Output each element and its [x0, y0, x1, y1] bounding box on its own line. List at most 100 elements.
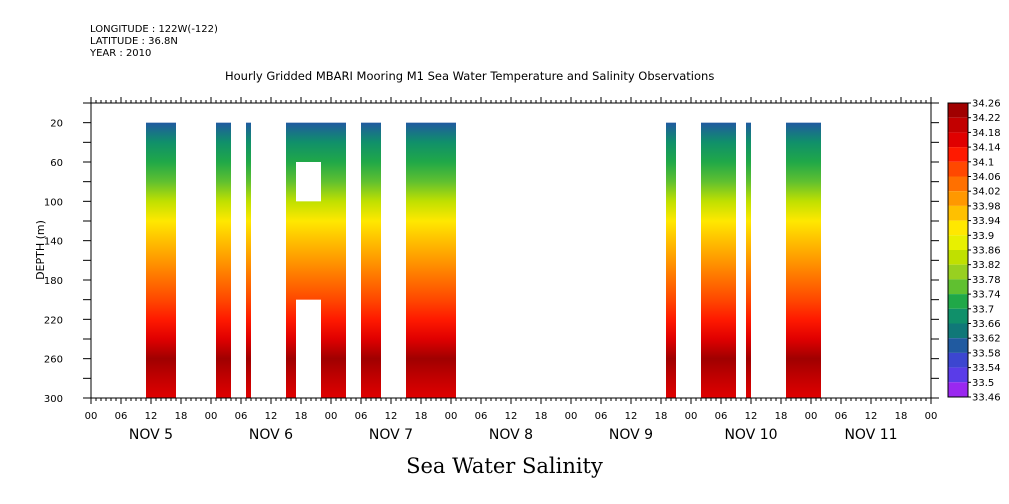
- colorbar-swatch: [948, 338, 968, 353]
- y-tick-label: 100: [44, 197, 63, 208]
- x-hour-label: 06: [235, 411, 248, 422]
- colorbar-swatch: [948, 191, 968, 206]
- x-hour-label: 12: [625, 411, 638, 422]
- colorbar-label: 34.06: [972, 172, 1001, 183]
- x-day-label: NOV 11: [844, 427, 897, 443]
- x-hour-label: 12: [265, 411, 278, 422]
- colorbar-swatch: [948, 308, 968, 324]
- x-hour-label: 12: [145, 411, 158, 422]
- x-ticks: 00 06 12 18 00 06 12 18 00 06 12 18 00 06 12 18 00 06 12 18…: [85, 97, 938, 443]
- x-hour-label: 18: [175, 411, 188, 422]
- x-hour-label: 12: [865, 411, 878, 422]
- colorbar-label: 33.46: [972, 393, 1001, 404]
- colorbar-swatch: [948, 382, 968, 397]
- colorbar-label: 33.66: [972, 319, 1001, 330]
- longitude-label: LONGITUDE : 122W(-122): [90, 24, 218, 35]
- x-day-label: NOV 6: [249, 427, 293, 443]
- colorbar-label: 34.14: [972, 143, 1001, 154]
- colorbar-swatch: [948, 147, 968, 162]
- colorbar-label: 33.98: [972, 201, 1001, 212]
- colorbar: 34.26 34.22 34.18 34.14 34.1 34.06 34.02 33.98 3…: [947, 99, 1001, 404]
- colorbar-label: 33.58: [972, 348, 1001, 359]
- colorbar-label: 33.78: [972, 275, 1001, 286]
- colorbar-swatch: [948, 103, 968, 118]
- y-ticks: 20 60 100 140 180 220 260 300: [44, 102, 939, 405]
- colorbar-swatch: [948, 220, 968, 236]
- x-hour-label: 00: [925, 411, 938, 422]
- colorbar-label: 33.5: [972, 378, 994, 389]
- colorbar-label: 33.62: [972, 334, 1001, 345]
- colorbar-label: 34.22: [972, 113, 1001, 124]
- colorbar-label: 33.54: [972, 363, 1001, 374]
- colorbar-swatch: [948, 235, 968, 250]
- x-hour-label: 18: [775, 411, 788, 422]
- data-segment: [746, 122, 751, 399]
- x-hour-label: 00: [325, 411, 338, 422]
- colorbar-label: 33.82: [972, 260, 1001, 271]
- x-hour-label: 06: [475, 411, 488, 422]
- colorbar-label: 33.9: [972, 231, 994, 242]
- colorbar-swatch: [948, 367, 968, 383]
- colorbar-label: 33.86: [972, 246, 1001, 257]
- colorbar-swatch: [948, 264, 968, 280]
- x-hour-label: 06: [835, 411, 848, 422]
- x-hour-label: 18: [655, 411, 668, 422]
- data-segment: [146, 122, 176, 399]
- y-tick-label: 140: [44, 237, 63, 248]
- y-tick-label: 220: [44, 315, 63, 326]
- x-day-label: NOV 9: [609, 427, 653, 443]
- missing-block: [296, 299, 321, 398]
- colorbar-swatch: [948, 352, 968, 368]
- colorbar-label: 33.7: [972, 304, 994, 315]
- y-tick-label: 300: [44, 394, 63, 405]
- data-segment: [361, 122, 381, 399]
- colorbar-swatch: [948, 279, 968, 295]
- data-segment: [666, 122, 676, 399]
- x-day-label: NOV 5: [129, 427, 173, 443]
- y-tick-label: 260: [44, 355, 63, 366]
- y-tick-label: 20: [50, 119, 63, 130]
- data-segments: [146, 122, 821, 399]
- x-hour-label: 00: [205, 411, 218, 422]
- x-hour-label: 06: [355, 411, 368, 422]
- x-hour-label: 00: [685, 411, 698, 422]
- x-axis-title: Sea Water Salinity: [406, 454, 603, 478]
- x-hour-label: 18: [415, 411, 428, 422]
- x-hour-label: 12: [745, 411, 758, 422]
- x-hour-label: 00: [565, 411, 578, 422]
- missing-block: [296, 162, 321, 202]
- latitude-label: LATITUDE : 36.8N: [90, 36, 178, 47]
- x-hour-label: 00: [445, 411, 458, 422]
- data-segment: [786, 122, 821, 399]
- x-hour-label: 18: [895, 411, 908, 422]
- x-day-label: NOV 10: [724, 427, 777, 443]
- x-hour-label: 00: [805, 411, 818, 422]
- x-hour-label: 06: [715, 411, 728, 422]
- x-hour-label: 12: [505, 411, 518, 422]
- colorbar-label: 34.18: [972, 128, 1001, 139]
- colorbar-label: 34.02: [972, 187, 1001, 198]
- colorbar-swatch: [948, 294, 968, 309]
- colorbar-swatch: [948, 323, 968, 339]
- y-tick-label: 60: [50, 158, 63, 169]
- colorbar-label: 33.94: [972, 216, 1001, 227]
- y-tick-label: 180: [44, 276, 63, 287]
- colorbar-label: 33.74: [972, 290, 1001, 301]
- missing-blocks: [296, 162, 321, 398]
- x-day-label: NOV 8: [489, 427, 533, 443]
- colorbar-swatch: [948, 176, 968, 192]
- x-hour-label: 00: [85, 411, 98, 422]
- data-segment: [216, 122, 231, 399]
- colorbar-label: 34.1: [972, 157, 994, 168]
- colorbar-swatch: [948, 161, 968, 177]
- year-label: YEAR : 2010: [90, 48, 152, 59]
- x-day-label: NOV 7: [369, 427, 413, 443]
- data-segment: [406, 122, 456, 399]
- x-hour-label: 12: [385, 411, 398, 422]
- x-hour-label: 18: [535, 411, 548, 422]
- x-hour-label: 06: [115, 411, 128, 422]
- x-hour-label: 06: [595, 411, 608, 422]
- y-axis-title: DEPTH (m): [34, 220, 47, 280]
- x-hour-label: 18: [295, 411, 308, 422]
